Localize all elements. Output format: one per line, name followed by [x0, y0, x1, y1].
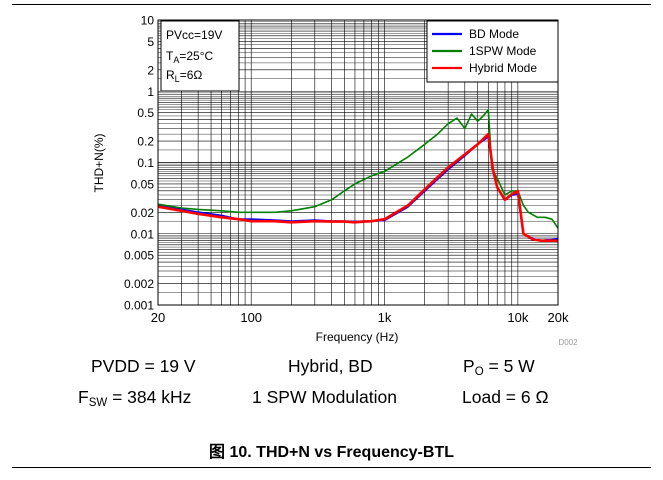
series-lines: [157, 108, 559, 242]
y-axis-title: THD+N(%): [92, 133, 106, 192]
bottom-frame-rule: [12, 467, 651, 468]
series-line-hybrid-mode: [157, 132, 558, 242]
y-tick-label: 2: [147, 63, 154, 77]
legend-label: Hybrid Mode: [469, 61, 537, 75]
x-tick-label: 100: [240, 310, 262, 325]
figure-id-watermark: D002: [558, 338, 578, 347]
y-tick-label: 0.05: [131, 177, 155, 191]
info-pvcc: PVcc=19V: [166, 28, 222, 42]
y-tick-label: 0.02: [131, 206, 155, 220]
x-tick-label: 20: [151, 310, 165, 325]
condition-pvdd: PVDD = 19 V: [91, 356, 196, 376]
legend-label: BD Mode: [469, 27, 519, 41]
y-tick-label: 1: [147, 85, 154, 99]
info-ta: TA=25°C: [166, 49, 214, 65]
condition-output-power: PO = 5 W: [463, 356, 535, 378]
figure-label: 图 10.: [209, 444, 252, 461]
y-tick-label: 0.005: [124, 249, 154, 263]
condition-load: Load = 6 Ω: [462, 387, 549, 407]
y-tick-label: 0.1: [137, 156, 154, 170]
x-tick-label: 20k: [548, 310, 569, 325]
plot-border: [157, 19, 559, 306]
condition-switching-frequency: FSW = 384 kHz: [78, 387, 192, 409]
y-tick-label: 10: [141, 14, 155, 28]
y-tick-label: 0.5: [137, 106, 154, 120]
y-tick-label: 0.002: [124, 277, 154, 291]
condition-modulation: 1 SPW Modulation: [252, 387, 397, 407]
y-tick-label: 0.001: [124, 299, 154, 313]
x-tick-label: 10k: [507, 310, 528, 325]
legend-label: 1SPW Mode: [469, 44, 537, 58]
series-line-1spw-mode: [157, 108, 559, 229]
y-tick-label: 0.01: [131, 227, 155, 241]
legend: BD Mode 1SPW Mode Hybrid Mode: [426, 20, 559, 83]
y-tick-label: 0.2: [137, 135, 154, 149]
info-rl: RL=6Ω: [166, 68, 202, 84]
tick-labels: 20 100 1k 10k 20k 10 5 2 1 0.5 0.2 0.1 0.05 0.02 0.01 0…: [124, 14, 569, 326]
x-axis-title: Frequency (Hz): [316, 330, 399, 344]
condition-mode: Hybrid, BD: [288, 356, 373, 376]
thd-frequency-chart: 20 100 1k 10k 20k 10 5 2 1 0.5 0.2 0.1 0.05 0.02 0.01 0…: [92, 14, 578, 348]
x-tick-label: 1k: [378, 310, 392, 325]
conditions-box: PVcc=19V TA=25°C RL=6Ω: [160, 20, 240, 92]
figure-caption: 图 10. THD+N vs Frequency-BTL: [0, 438, 663, 462]
top-frame-rule: [12, 4, 651, 5]
figure-title: THD+N vs Frequency-BTL: [256, 444, 454, 461]
y-tick-label: 5: [147, 35, 154, 49]
